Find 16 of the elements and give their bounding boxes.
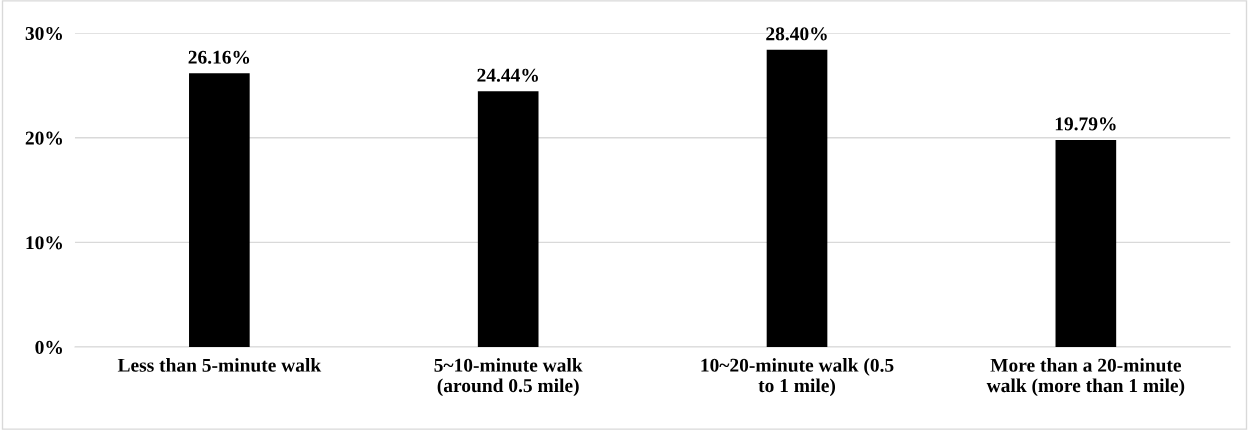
data-label: 24.44%: [477, 68, 538, 82]
bar: [766, 49, 828, 348]
data-label: 26.16%: [188, 50, 250, 64]
y-tick-label: 0%: [35, 340, 63, 355]
data-label: 19.79%: [1055, 117, 1116, 131]
data-label: 28.40%: [766, 27, 827, 41]
x-tick-label: 10~20-minute walk (0.5 to 1 mile): [701, 358, 894, 397]
y-tick-label: 20%: [25, 131, 63, 145]
y-tick-label: 10%: [26, 236, 63, 250]
bar: [477, 91, 539, 348]
x-tick-label: 5~10-minute walk (around 0.5 mile): [434, 358, 583, 397]
bar: [1055, 139, 1117, 348]
bar: [189, 73, 250, 348]
x-tick-label: More than a 20-minute walk (more than 1 mile): [986, 358, 1185, 397]
x-tick-label: Less than 5-minute walk: [117, 358, 322, 372]
y-tick-label: 30%: [25, 26, 63, 41]
